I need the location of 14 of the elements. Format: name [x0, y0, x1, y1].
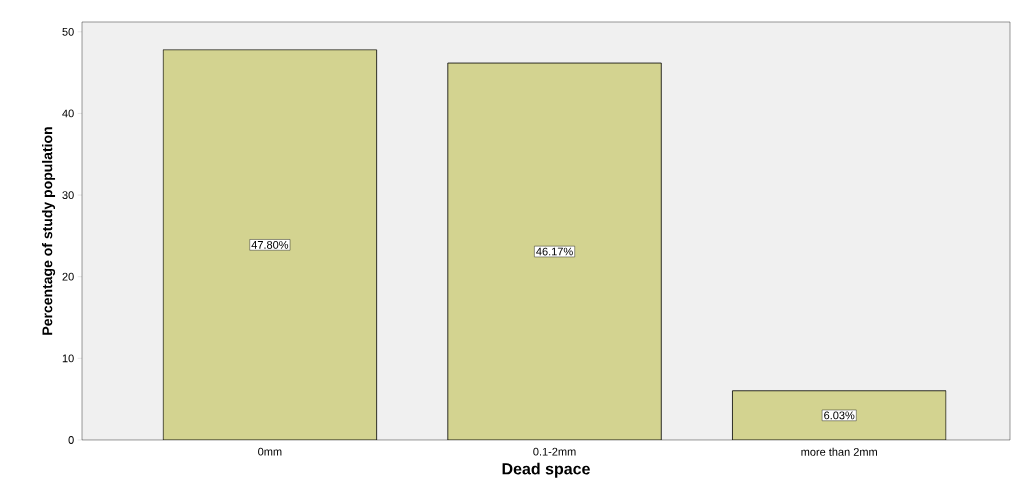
y-tick-label: 30: [62, 191, 74, 199]
y-tick-label: 10: [62, 354, 74, 363]
data-label: 47.80%: [251, 240, 289, 249]
y-tick-label: 0: [68, 436, 74, 444]
x-tick-label: 0.1-2mm: [533, 447, 576, 456]
x-tick-label: more than 2mm: [801, 447, 877, 456]
x-tick-label: 0mm: [258, 447, 282, 456]
y-tick-label: 20: [62, 272, 74, 281]
data-label: 6.03%: [824, 411, 855, 420]
y-tick-label: 40: [62, 109, 74, 118]
x-axis-title: Dead space: [502, 462, 590, 478]
y-axis-title: Percentage of study population: [41, 127, 56, 335]
y-tick-label: 50: [62, 27, 74, 36]
data-label: 46.17%: [536, 247, 573, 256]
